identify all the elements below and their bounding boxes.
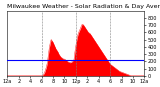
Text: Milwaukee Weather - Solar Radiation & Day Average per Minute W/m² (Today): Milwaukee Weather - Solar Radiation & Da… — [7, 3, 160, 9]
